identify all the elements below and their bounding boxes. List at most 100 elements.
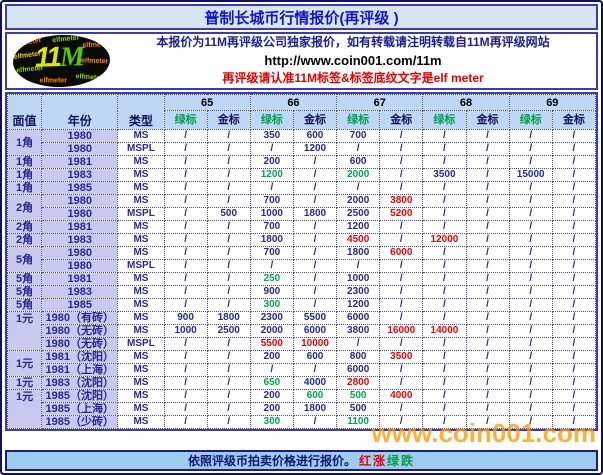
price-cell: / <box>206 272 251 286</box>
price-cell: / <box>508 376 553 390</box>
price-cell: / <box>422 337 467 351</box>
year-cell: 1980（无砖） <box>41 324 119 338</box>
price-cell: / <box>206 168 251 182</box>
col-header-year: 年份 <box>41 94 119 130</box>
price-cell: / <box>206 415 251 429</box>
price-cell: / <box>465 298 510 312</box>
price-cell: / <box>465 220 510 234</box>
price-cell: / <box>206 246 251 260</box>
face-value-cell: 1元 <box>6 389 43 429</box>
type-cell: MS <box>117 324 165 338</box>
price-cell: / <box>422 272 467 286</box>
year-cell: 1980 <box>41 194 119 208</box>
price-cell: / <box>379 129 424 143</box>
info-line-url[interactable]: http://www.coin001.com/11m <box>264 52 442 68</box>
price-cell: 2300 <box>249 311 294 325</box>
col-header-grade-65: 65 <box>163 94 251 111</box>
info-panel: 11M elfmeter elfmeter elfmeter elfmeter elfm… <box>5 32 598 90</box>
face-value-cell: 1角 <box>6 181 43 195</box>
col-header-grade-69: 69 <box>508 94 597 111</box>
table-row: 2角 1983 MS //1800/4500/12000// / <box>6 233 597 247</box>
price-cell: / <box>163 337 208 351</box>
price-cell: / <box>379 155 424 169</box>
table-row: 1元 1980（有砖） MS 900 1800 2300 5500 6000// / / / <box>6 311 597 351</box>
year-cell: 1981 <box>41 155 119 169</box>
price-cell: / <box>551 272 597 286</box>
table-row: 1元 1985（沈阳） MS //200 600 500 4000// / / <box>6 389 597 429</box>
price-cell: / <box>206 259 251 273</box>
price-cell: / <box>508 233 553 247</box>
table-row: 1981（上海） MS / / //6000// / / / <box>8 363 597 377</box>
price-cell: / <box>206 376 251 390</box>
year-cell: 1985 <box>41 181 119 195</box>
price-cell: / <box>508 324 553 338</box>
price-cell: / <box>508 285 553 299</box>
col-header-gold-69: 金标 <box>551 110 597 130</box>
year-cell: 1980 <box>41 142 119 156</box>
price-cell: 15000 <box>508 168 553 182</box>
price-cell: / <box>163 415 208 429</box>
year-cell: 1980（有砖） <box>41 311 119 325</box>
type-cell: MS <box>117 298 165 312</box>
price-cell: / <box>465 142 510 156</box>
price-cell: 500 <box>206 207 251 221</box>
price-cell: 500 <box>336 402 381 416</box>
price-cell: / <box>422 376 467 390</box>
price-cell: / <box>163 220 208 234</box>
price-cell: / <box>551 181 597 195</box>
price-cell: / <box>163 168 208 182</box>
logo-texture-word: elfmeter <box>39 77 67 85</box>
price-table-panel: 面值 年份 类型 65 66 67 68 69 绿标 金标 绿标 金标 绿标 金… <box>5 92 598 431</box>
price-cell: / <box>249 259 294 273</box>
year-cell: 1985（少砖） <box>41 415 119 429</box>
price-cell: 3500 <box>379 350 424 364</box>
footer-note: 依照评级币拍卖价格进行报价。 <box>187 454 356 468</box>
year-cell: 1980 <box>41 246 119 260</box>
price-cell: / <box>465 350 510 364</box>
type-cell: MSPL <box>117 207 165 221</box>
price-cell: / <box>163 129 208 143</box>
price-cell: / <box>465 155 510 169</box>
price-cell: 2000 <box>249 324 294 338</box>
price-cell: / <box>336 337 381 351</box>
price-cell: 1800 <box>292 207 338 221</box>
price-cell: / <box>163 350 208 364</box>
face-value-cell: 5角 <box>6 272 43 286</box>
price-cell: / <box>249 363 294 377</box>
price-cell: 4000 <box>379 389 424 403</box>
table-row: 1元 1981（沈阳） MS //200 600 800 3500// / / <box>6 350 597 377</box>
footer-green-down-legend: 绿跌 <box>387 454 416 468</box>
type-cell: MS <box>117 363 165 377</box>
price-cell: / <box>379 415 424 429</box>
price-cell: 900 <box>249 285 294 299</box>
col-header-gold-66: 金标 <box>292 110 338 130</box>
price-cell: / <box>379 337 424 351</box>
price-cell: / <box>508 246 553 260</box>
type-cell: MS <box>117 376 165 390</box>
price-cell: / <box>249 181 294 195</box>
price-cell: / <box>379 298 424 312</box>
face-value-cell: 5角 <box>6 285 43 299</box>
price-cell: / <box>379 168 424 182</box>
table-row: 1角 1985 MS / / / / / / / / / / <box>6 181 597 195</box>
price-cell: / <box>292 272 338 286</box>
price-cell: / <box>163 272 208 286</box>
price-cell: / <box>292 155 338 169</box>
year-cell: 1983（沈阳） <box>41 376 119 390</box>
year-cell: 1983 <box>41 285 119 299</box>
price-cell: / <box>379 376 424 390</box>
price-cell: 700 <box>249 220 294 234</box>
price-cell: 10000 <box>292 337 338 351</box>
price-cell: 600 <box>292 129 338 143</box>
price-cell: / <box>551 259 597 273</box>
col-header-gold-67: 金标 <box>379 110 424 130</box>
price-cell: / <box>163 207 208 221</box>
year-cell: 1981（沈阳） <box>41 350 119 364</box>
price-cell: / <box>551 402 597 416</box>
face-value-cell: 1元 <box>6 376 43 390</box>
price-cell: / <box>379 363 424 377</box>
price-cell: / <box>465 324 510 338</box>
price-cell: / <box>292 246 338 260</box>
price-cell: / <box>206 194 251 208</box>
price-cell: 2000 <box>336 168 381 182</box>
